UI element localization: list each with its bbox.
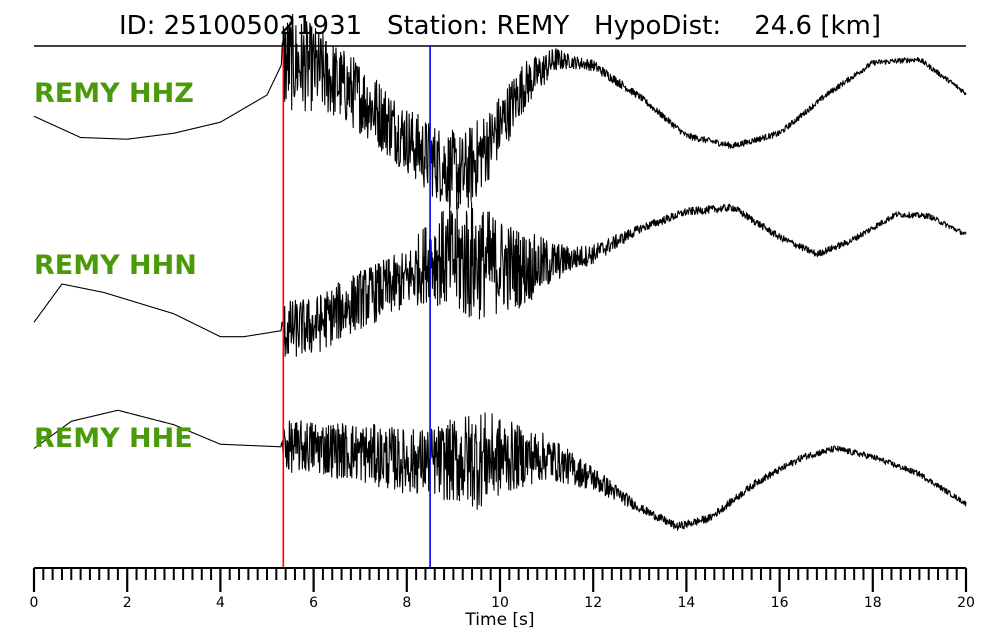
x-tick-label: 4 — [216, 595, 225, 611]
channel-label: REMY HHN — [34, 250, 197, 281]
x-tick-label: 16 — [771, 595, 789, 611]
x-tick-label: 2 — [123, 595, 132, 611]
trace-line-remy-hhn — [33, 201, 967, 357]
x-tick-label: 8 — [402, 595, 411, 611]
x-tick-label: 20 — [957, 595, 975, 611]
x-tick-label: 18 — [864, 595, 882, 611]
x-tick-label: 0 — [30, 595, 39, 611]
x-axis-label: Time [s] — [464, 610, 534, 630]
trace-line-remy-hhe — [33, 409, 967, 531]
x-tick-label: 12 — [584, 595, 602, 611]
channel-label: REMY HHE — [34, 423, 193, 454]
x-tick-label: 14 — [677, 595, 695, 611]
plot-title: ID: 251005021931 Station: REMY HypoDist:… — [118, 11, 882, 41]
x-tick-label: 10 — [491, 595, 509, 611]
trace-line-remy-hhz — [33, 13, 967, 210]
channel-label: REMY HHZ — [34, 78, 194, 109]
x-tick-label: 6 — [309, 595, 318, 611]
